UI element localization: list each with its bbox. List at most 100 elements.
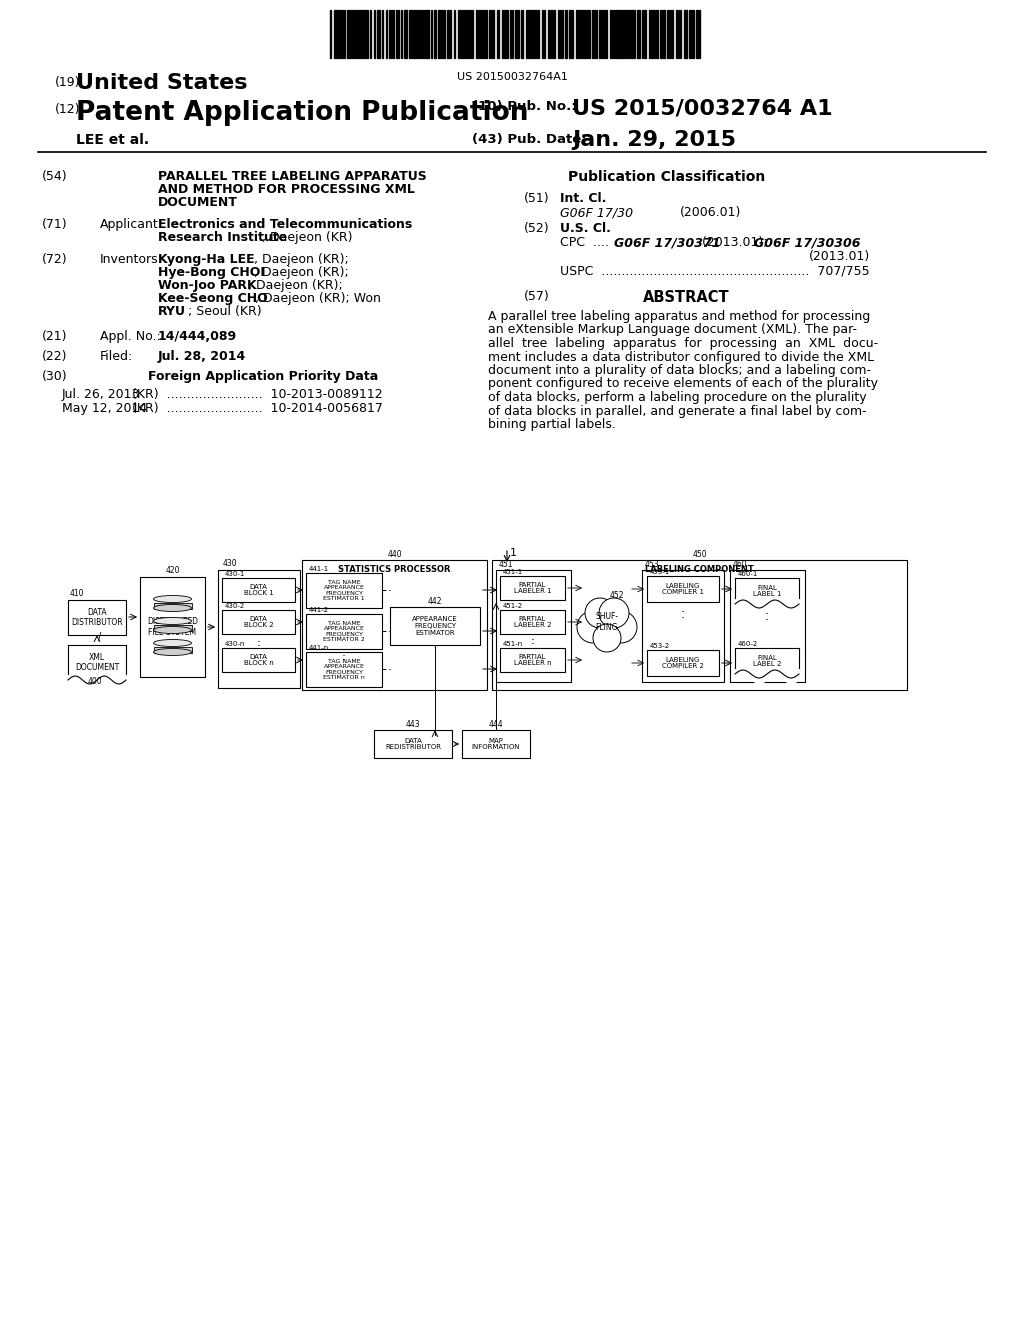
Text: .: . xyxy=(681,602,685,615)
Text: 451-n: 451-n xyxy=(503,642,523,647)
Bar xyxy=(347,11,349,58)
Ellipse shape xyxy=(154,595,191,602)
Bar xyxy=(618,11,622,58)
Bar xyxy=(404,11,407,58)
Text: DATA
REDISTRIBUTOR: DATA REDISTRIBUTOR xyxy=(385,738,441,750)
Bar xyxy=(68,601,126,635)
Text: 1: 1 xyxy=(510,548,517,558)
Text: 430-n: 430-n xyxy=(225,642,246,647)
Bar xyxy=(644,11,646,58)
Text: Foreign Application Priority Data: Foreign Application Priority Data xyxy=(148,370,378,383)
Text: /: / xyxy=(98,632,101,642)
Bar xyxy=(651,11,653,58)
Text: (43) Pub. Date:: (43) Pub. Date: xyxy=(472,133,587,147)
Text: TAG NAME
APPEARANCE
FREQUENCY
ESTIMATOR 1: TAG NAME APPEARANCE FREQUENCY ESTIMATOR … xyxy=(324,579,365,602)
Text: (54): (54) xyxy=(42,170,68,183)
Text: Jan. 29, 2015: Jan. 29, 2015 xyxy=(572,129,736,150)
Text: 400: 400 xyxy=(88,677,102,686)
Text: G06F 17/30371: G06F 17/30371 xyxy=(614,236,721,249)
Bar xyxy=(336,11,339,58)
Text: 450: 450 xyxy=(692,550,707,558)
Text: 430: 430 xyxy=(223,558,238,568)
Bar xyxy=(500,648,565,672)
Text: ponent configured to receive elements of each of the plurality: ponent configured to receive elements of… xyxy=(488,378,878,391)
Text: XML
DOCUMENT: XML DOCUMENT xyxy=(75,653,119,672)
Text: , Daejeon (KR);: , Daejeon (KR); xyxy=(248,279,343,292)
Text: 451-2: 451-2 xyxy=(503,603,523,609)
Bar xyxy=(218,570,300,688)
Circle shape xyxy=(593,624,621,652)
Text: A parallel tree labeling apparatus and method for processing: A parallel tree labeling apparatus and m… xyxy=(488,310,870,323)
Text: Hye-Bong CHOI: Hye-Bong CHOI xyxy=(158,267,265,279)
Text: (52): (52) xyxy=(524,222,550,235)
Text: G06F 17/30: G06F 17/30 xyxy=(560,206,633,219)
Circle shape xyxy=(599,598,629,628)
Bar xyxy=(627,11,630,58)
Bar xyxy=(696,11,698,58)
Bar xyxy=(500,610,565,634)
Text: , Daejeon (KR);: , Daejeon (KR); xyxy=(254,267,349,279)
Bar xyxy=(413,11,415,58)
Bar xyxy=(374,730,452,758)
Text: DATA
BLOCK 1: DATA BLOCK 1 xyxy=(244,583,273,597)
Text: Kyong-Ha LEE: Kyong-Ha LEE xyxy=(158,253,255,267)
Text: PARTIAL
LABELER 1: PARTIAL LABELER 1 xyxy=(514,582,551,594)
Bar xyxy=(377,11,380,58)
Text: (30): (30) xyxy=(42,370,68,383)
Bar xyxy=(426,11,429,58)
Text: G06F 17/30306: G06F 17/30306 xyxy=(754,236,860,249)
Bar xyxy=(462,730,530,758)
Bar xyxy=(438,11,440,58)
Bar xyxy=(497,11,499,58)
Text: .: . xyxy=(681,607,685,620)
Text: Inventors:: Inventors: xyxy=(100,253,163,267)
Text: AND METHOD FOR PROCESSING XML: AND METHOD FOR PROCESSING XML xyxy=(158,183,415,195)
Text: RYU: RYU xyxy=(158,305,186,318)
Text: (71): (71) xyxy=(42,218,68,231)
Text: LABELING
COMPILER 1: LABELING COMPILER 1 xyxy=(662,582,705,595)
Text: DOCUMENT: DOCUMENT xyxy=(158,195,238,209)
Bar xyxy=(492,560,907,690)
Bar xyxy=(447,11,449,58)
Text: 410: 410 xyxy=(70,589,85,598)
Bar xyxy=(306,614,382,649)
Text: US 20150032764A1: US 20150032764A1 xyxy=(457,73,567,82)
Bar xyxy=(306,573,382,609)
Bar xyxy=(476,11,478,58)
Bar xyxy=(434,11,436,58)
Text: Applicant:: Applicant: xyxy=(100,218,163,231)
Bar xyxy=(647,649,719,676)
Bar xyxy=(631,11,633,58)
Text: ABSTRACT: ABSTRACT xyxy=(643,290,730,305)
Text: Jul. 28, 2014: Jul. 28, 2014 xyxy=(158,350,246,363)
Bar xyxy=(521,11,523,58)
Ellipse shape xyxy=(154,605,191,611)
Bar xyxy=(642,570,724,682)
Text: Appl. No.:: Appl. No.: xyxy=(100,330,161,343)
Bar xyxy=(601,11,603,58)
Text: .: . xyxy=(530,631,535,644)
Ellipse shape xyxy=(154,618,191,624)
Bar xyxy=(515,11,517,58)
Text: LEE et al.: LEE et al. xyxy=(76,133,150,147)
Text: Electronics and Telecommunications: Electronics and Telecommunications xyxy=(158,218,413,231)
Text: TAG NAME
APPEARANCE
FREQUENCY
ESTIMATOR 2: TAG NAME APPEARANCE FREQUENCY ESTIMATOR … xyxy=(324,620,365,643)
Text: United States: United States xyxy=(76,73,248,92)
Text: US 2015/0032764 A1: US 2015/0032764 A1 xyxy=(572,98,833,117)
Ellipse shape xyxy=(154,648,191,656)
Text: DATA
BLOCK 2: DATA BLOCK 2 xyxy=(244,615,273,628)
Text: FINAL
LABEL 2: FINAL LABEL 2 xyxy=(753,655,781,668)
Text: LABELING
COMPILER 2: LABELING COMPILER 2 xyxy=(663,656,703,669)
Text: .: . xyxy=(530,635,535,648)
Circle shape xyxy=(587,602,627,642)
Bar xyxy=(647,576,719,602)
Text: SHUF-
FLING: SHUF- FLING xyxy=(595,612,618,632)
Text: Jul. 26, 2013: Jul. 26, 2013 xyxy=(62,388,140,401)
Text: .: . xyxy=(342,645,346,659)
Bar xyxy=(584,11,586,58)
Text: 460: 460 xyxy=(733,560,748,569)
Bar xyxy=(140,577,205,677)
Text: ; Seoul (KR): ; Seoul (KR) xyxy=(188,305,261,318)
Text: USPC  ....................................................  707/755: USPC ...................................… xyxy=(560,264,869,277)
Text: DATA
DISTRIBUTOR: DATA DISTRIBUTOR xyxy=(72,609,123,627)
